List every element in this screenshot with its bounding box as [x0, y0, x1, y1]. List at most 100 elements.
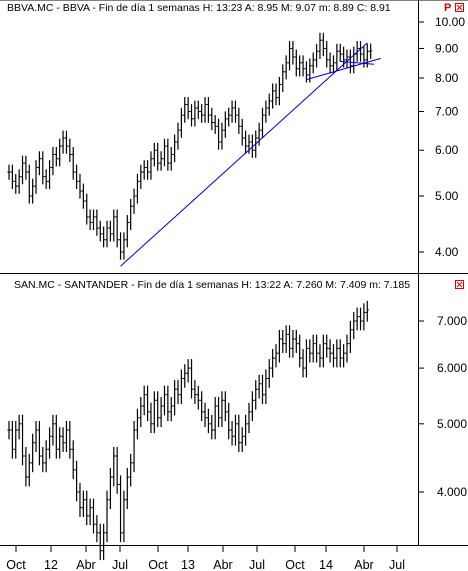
- top-ohlc-bar: [183, 97, 187, 123]
- bottom-ohlc-bar: [260, 374, 265, 404]
- bottom-ohlc-bar: [166, 385, 170, 422]
- top-close-box-icon[interactable]: [455, 3, 464, 12]
- top-ohlc-bar: [186, 97, 190, 120]
- bottom-ohlc-bar: [176, 380, 180, 404]
- top-ohlc-bar: [240, 118, 244, 146]
- bottom-ohlc-bar: [156, 391, 160, 428]
- top-ohlc-bar: [362, 46, 366, 68]
- bottom-panel-header: SAN.MC - SANTANDER - Fin de día 1 semana…: [14, 279, 410, 291]
- trendline: [340, 60, 375, 65]
- bottom-price-bars: [7, 300, 369, 561]
- top-ohlc-bar: [91, 209, 96, 231]
- bottom-ohlc-bar: [125, 468, 129, 510]
- bottom-ohlc-bar: [122, 490, 126, 543]
- bottom-ohlc-bar: [31, 433, 35, 473]
- top-ohlc-bar: [227, 107, 231, 127]
- top-ohlc-bar: [135, 173, 140, 204]
- top-ohlc-bar: [210, 107, 214, 131]
- bottom-ohlc-bar: [162, 385, 167, 416]
- top-ohlc-bar: [173, 134, 177, 163]
- top-ohlc-bar: [216, 118, 221, 150]
- bottom-close-box-icon[interactable]: [455, 280, 464, 289]
- top-ohlc-bar: [58, 138, 62, 167]
- top-trendlines: [120, 42, 381, 267]
- bottom-ohlc-bar: [129, 453, 133, 487]
- top-ohlc-bar: [68, 138, 72, 163]
- bottom-ohlc-bar: [247, 402, 251, 434]
- bottom-ohlc-bar: [173, 380, 177, 416]
- top-ohlc-bar: [132, 188, 136, 214]
- bottom-ohlc-bar: [183, 364, 187, 388]
- top-ohlc-bar: [166, 138, 170, 171]
- bottom-ohlc-bar: [294, 329, 298, 353]
- top-ohlc-bar: [257, 122, 261, 146]
- top-panel-header: BBVA.MC - BBVA - Fin de día 1 semanas H:…: [7, 2, 391, 14]
- bottom-ohlc-bar: [27, 453, 31, 487]
- bottom-ohlc-bar: [244, 414, 248, 446]
- bottom-ohlc-bar: [233, 414, 238, 446]
- bottom-ohlc-bar: [152, 391, 156, 434]
- top-ohlc-bar: [369, 43, 373, 59]
- top-ohlc-bar: [284, 55, 288, 80]
- top-ohlc-bar: [159, 151, 163, 171]
- top-ohlc-bar: [223, 111, 227, 138]
- top-ohlc-bar: [250, 134, 254, 158]
- bottom-price-axis: 4.000 5.000 6.000 7.000: [418, 314, 467, 499]
- x-tick-label: Abr: [354, 558, 373, 571]
- bottom-ohlc-bar: [331, 344, 336, 368]
- top-ohlc-bar: [325, 41, 329, 68]
- top-ohlc-bar: [7, 164, 11, 180]
- bottom-ohlc-bar: [281, 329, 285, 353]
- bottom-ohlc-bar: [105, 490, 109, 543]
- x-tick-label: Jul: [389, 558, 405, 571]
- top-ohlc-bar: [17, 169, 21, 194]
- bottom-ohlc-bar: [189, 359, 194, 399]
- x-tick-label: 13: [181, 558, 195, 571]
- top-ohlc-bar: [129, 198, 133, 231]
- bottom-ohlc-bar: [335, 339, 339, 368]
- top-ohlc-bar: [142, 160, 146, 180]
- bottom-ohlc-bar: [179, 369, 183, 404]
- top-ohlc-bar: [152, 142, 156, 167]
- top-y-tick-label: 5.00: [435, 189, 459, 203]
- bottom-ohlc-bar: [216, 396, 221, 428]
- bottom-ohlc-bar: [277, 329, 281, 363]
- top-ohlc-bar: [112, 209, 116, 242]
- top-ohlc-bar: [102, 226, 106, 248]
- x-tick-label: Jul: [249, 558, 265, 571]
- bottom-ohlc-bar: [358, 307, 363, 331]
- top-ohlc-bar: [61, 130, 65, 154]
- x-tick-label: Abr: [213, 558, 232, 571]
- top-ohlc-bar: [304, 61, 309, 83]
- x-tick-label: Oct: [6, 558, 26, 571]
- bottom-ohlc-bar: [61, 427, 65, 453]
- bottom-ohlc-bar: [135, 408, 140, 440]
- top-ohlc-bar: [287, 41, 292, 71]
- top-ohlc-bar: [237, 107, 241, 134]
- bottom-ohlc-bar: [240, 427, 244, 453]
- bottom-ohlc-bar: [308, 339, 312, 363]
- bottom-ohlc-bar: [169, 396, 173, 422]
- bottom-ohlc-bar: [287, 325, 292, 358]
- top-ohlc-bar: [200, 104, 204, 123]
- bottom-ohlc-bar: [250, 391, 254, 422]
- bottom-ohlc-bar: [237, 414, 241, 453]
- bottom-ohlc-bar: [20, 414, 25, 466]
- bottom-ohlc-bar: [51, 414, 55, 446]
- bottom-ohlc-bar: [325, 334, 329, 358]
- bottom-ohlc-bar: [71, 440, 75, 480]
- bottom-ohlc-bar: [37, 420, 42, 466]
- top-ohlc-bar: [44, 169, 48, 190]
- top-ohlc-bar: [71, 147, 75, 180]
- top-ohlc-bar: [75, 164, 79, 190]
- bottom-ohlc-bar: [14, 420, 18, 459]
- top-ohlc-bar: [27, 164, 31, 204]
- bottom-ohlc-bar: [108, 468, 112, 510]
- top-ohlc-bar: [98, 220, 102, 242]
- top-ohlc-bar: [196, 100, 200, 120]
- bottom-y-tick-label: 7.000: [437, 314, 467, 328]
- top-price-bars: [7, 32, 373, 260]
- top-ohlc-bar: [149, 151, 153, 180]
- top-ohlc-bar: [314, 43, 319, 68]
